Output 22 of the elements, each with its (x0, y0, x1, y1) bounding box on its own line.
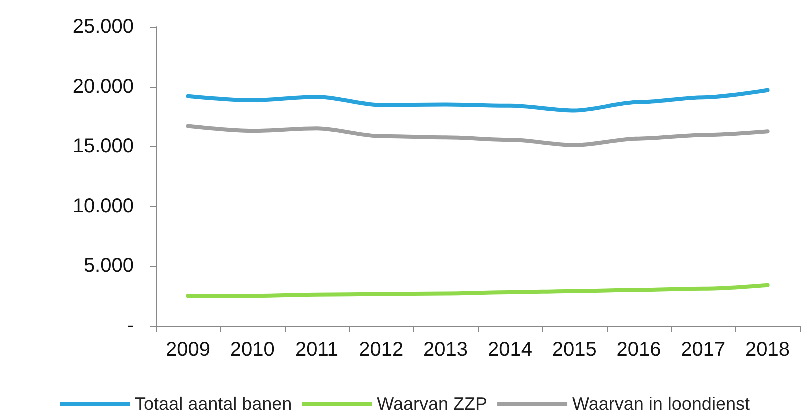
y-tick-label: 25.000 (72, 16, 134, 38)
x-tick-label: 2013 (424, 339, 468, 361)
line-series (186, 124, 770, 148)
line-series (186, 88, 770, 113)
x-tick-label: 2018 (746, 339, 790, 361)
y-tick-label: 15.000 (72, 136, 134, 158)
y-tick-label: 10.000 (72, 195, 134, 218)
y-tick-label: 20.000 (72, 76, 134, 98)
x-tick-label: 2009 (166, 339, 210, 361)
x-tick-label: 2017 (681, 339, 726, 361)
line-series (186, 283, 770, 298)
legend-label: Waarvan ZZP (377, 394, 488, 414)
y-tick-label: - (127, 315, 134, 337)
x-tick-label: 2015 (552, 339, 597, 361)
x-tick-label: 2012 (359, 339, 404, 361)
y-tick-label: 5.000 (84, 255, 134, 278)
x-tick-label: 2014 (488, 339, 532, 361)
x-tick-label: 2016 (616, 339, 662, 361)
x-tick-label: 2010 (230, 339, 275, 361)
x-tick-label: 2011 (295, 339, 339, 361)
legend-label: Totaal aantal banen (135, 394, 292, 414)
legend-label: Waarvan in loondienst (572, 394, 750, 414)
